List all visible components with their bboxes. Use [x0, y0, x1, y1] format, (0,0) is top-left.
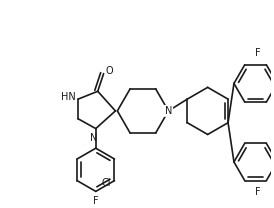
Text: N: N [90, 132, 98, 142]
Text: Cl: Cl [101, 178, 110, 188]
Text: O: O [105, 66, 113, 76]
Text: N: N [165, 106, 172, 116]
Text: F: F [255, 48, 260, 58]
Text: HN: HN [61, 92, 76, 102]
Text: F: F [93, 196, 99, 206]
Text: F: F [255, 187, 260, 197]
